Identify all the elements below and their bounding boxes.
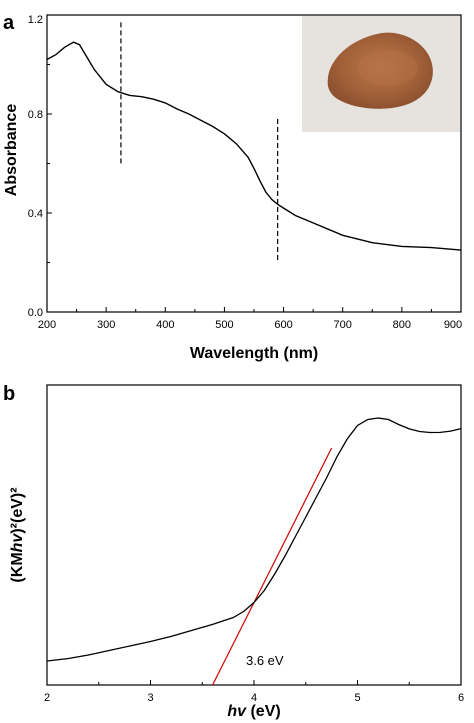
plot-a-xtick-label: 400 xyxy=(156,319,174,331)
plot-a-ylabel: Absorbance xyxy=(3,104,20,197)
plot-b-xlabel: hv (eV) xyxy=(227,703,280,720)
plot-a-xtick-label: 200 xyxy=(38,319,56,331)
tauc-curve xyxy=(46,417,462,662)
plot-a-xtick-label: 800 xyxy=(393,319,411,331)
plot-b-ticks: 2 3 4 5 6 xyxy=(44,680,464,704)
plot-b-frame xyxy=(46,384,462,686)
plot-b-xtick-label: 6 xyxy=(458,692,464,704)
plot-a-xlabel: Wavelength (nm) xyxy=(190,345,318,362)
plot-b-xtick-label: 2 xyxy=(44,692,50,704)
plot-a-xtick-label: 700 xyxy=(334,319,352,331)
plot-a-xtick-label: 600 xyxy=(274,319,292,331)
panel-b: b 2 3 4 5 6 3.6 eV hv (eV) (KMhv)²(eV)² xyxy=(3,383,464,720)
plot-b-ylabel: (KMhv)²(eV)² xyxy=(9,487,26,582)
plot-a-xtick-label: 900 xyxy=(444,319,462,331)
plot-b-xtick-label: 5 xyxy=(354,692,360,704)
plot-a-ytick-label: 0.0 xyxy=(28,307,43,319)
plot-a-ytick-label: 1.2 xyxy=(28,14,43,26)
panel-b-label: b xyxy=(3,383,15,405)
panel-a-label: a xyxy=(3,12,15,34)
plot-a-guide-lines xyxy=(120,22,279,261)
linear-fit-line xyxy=(212,447,333,686)
absorbance-curve xyxy=(46,41,462,251)
inset-powder-photo xyxy=(302,16,460,132)
plot-a-ytick-label: 0.8 xyxy=(28,109,43,121)
plot-a-ytick-label: 0.4 xyxy=(28,208,43,220)
band-gap-annotation: 3.6 eV xyxy=(246,653,284,668)
plot-b-xtick-label: 3 xyxy=(147,692,153,704)
plot-a-xtick-label: 500 xyxy=(215,319,233,331)
plot-b-xtick-label: 4 xyxy=(251,692,257,704)
panel-a: a 200 300 400 500 600 700 800 900 0.0 0.4 0.8 1.2 W… xyxy=(3,12,462,362)
plot-a-ticks: 200 300 400 500 600 700 800 900 0.0 0.4 0.8 1.2 xyxy=(28,14,462,331)
plot-a-xtick-label: 300 xyxy=(97,319,115,331)
